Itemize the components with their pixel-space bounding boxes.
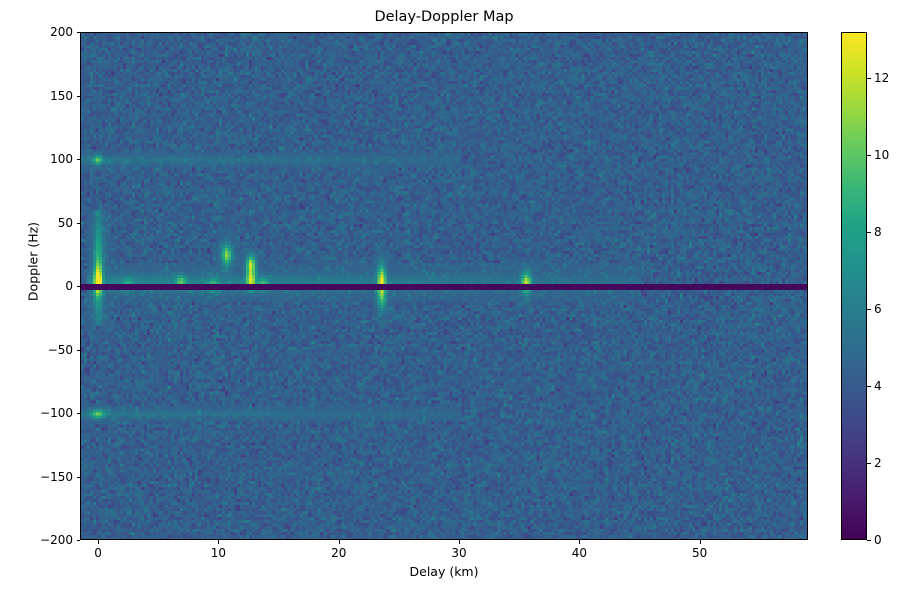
colorbar-tick-mark <box>867 78 871 80</box>
colorbar-gradient <box>842 33 866 539</box>
colorbar-tick-label: 4 <box>874 379 882 394</box>
x-tick-mark <box>218 540 220 544</box>
x-tick-mark <box>579 540 581 544</box>
colorbar-tick-mark <box>867 386 871 388</box>
y-tick-mark <box>76 159 80 160</box>
y-tick-label: 200 <box>50 25 73 39</box>
x-tick-label: 30 <box>451 546 467 560</box>
x-tick-mark <box>98 540 100 544</box>
y-tick-label: −200 <box>40 533 73 547</box>
colorbar-tick-label: 2 <box>874 456 882 471</box>
y-tick-label: 150 <box>50 88 73 103</box>
y-axis-label: Doppler (Hz) <box>25 221 41 302</box>
y-tick-label: −100 <box>40 406 73 420</box>
y-tick-label: 0 <box>65 279 73 293</box>
x-axis-label: Delay (km) <box>409 564 479 579</box>
colorbar-tick-mark <box>867 232 871 234</box>
colorbar-tick-label: 12 <box>874 71 890 86</box>
y-tick-label: 50 <box>57 215 73 230</box>
x-tick-label: 20 <box>331 546 347 560</box>
x-tick-label: 40 <box>571 546 587 560</box>
colorbar-tick-mark <box>867 155 871 157</box>
colorbar-tick-label: 8 <box>874 225 882 240</box>
y-tick-mark <box>76 349 80 351</box>
x-tick-label: 0 <box>94 546 102 560</box>
colorbar-tick-mark <box>867 463 871 465</box>
x-tick-mark <box>459 540 461 544</box>
y-tick-mark <box>76 476 80 478</box>
colorbar-tick-mark <box>867 309 871 311</box>
y-tick-mark <box>76 286 80 287</box>
y-tick-label: 100 <box>50 152 73 166</box>
y-tick-label: −150 <box>40 469 73 484</box>
y-tick-mark <box>76 95 80 97</box>
x-tick-label: 50 <box>692 546 708 560</box>
x-tick-mark <box>699 540 701 544</box>
colorbar[interactable] <box>841 32 867 540</box>
y-tick-mark <box>76 222 80 224</box>
x-tick-label: 10 <box>210 546 227 560</box>
heatmap-image <box>81 33 807 539</box>
colorbar-tick-label: 0 <box>874 533 882 547</box>
x-tick-mark <box>338 540 340 544</box>
colorbar-tick-mark <box>867 540 871 541</box>
y-tick-label: −50 <box>47 342 73 357</box>
y-tick-mark <box>76 540 80 541</box>
colorbar-tick-label: 6 <box>874 302 882 317</box>
delay-doppler-heatmap-axes[interactable] <box>80 32 808 540</box>
y-tick-mark <box>76 32 80 33</box>
page-title: Delay-Doppler Map <box>374 9 514 25</box>
colorbar-tick-label: 10 <box>874 148 890 163</box>
y-tick-mark <box>76 413 80 414</box>
